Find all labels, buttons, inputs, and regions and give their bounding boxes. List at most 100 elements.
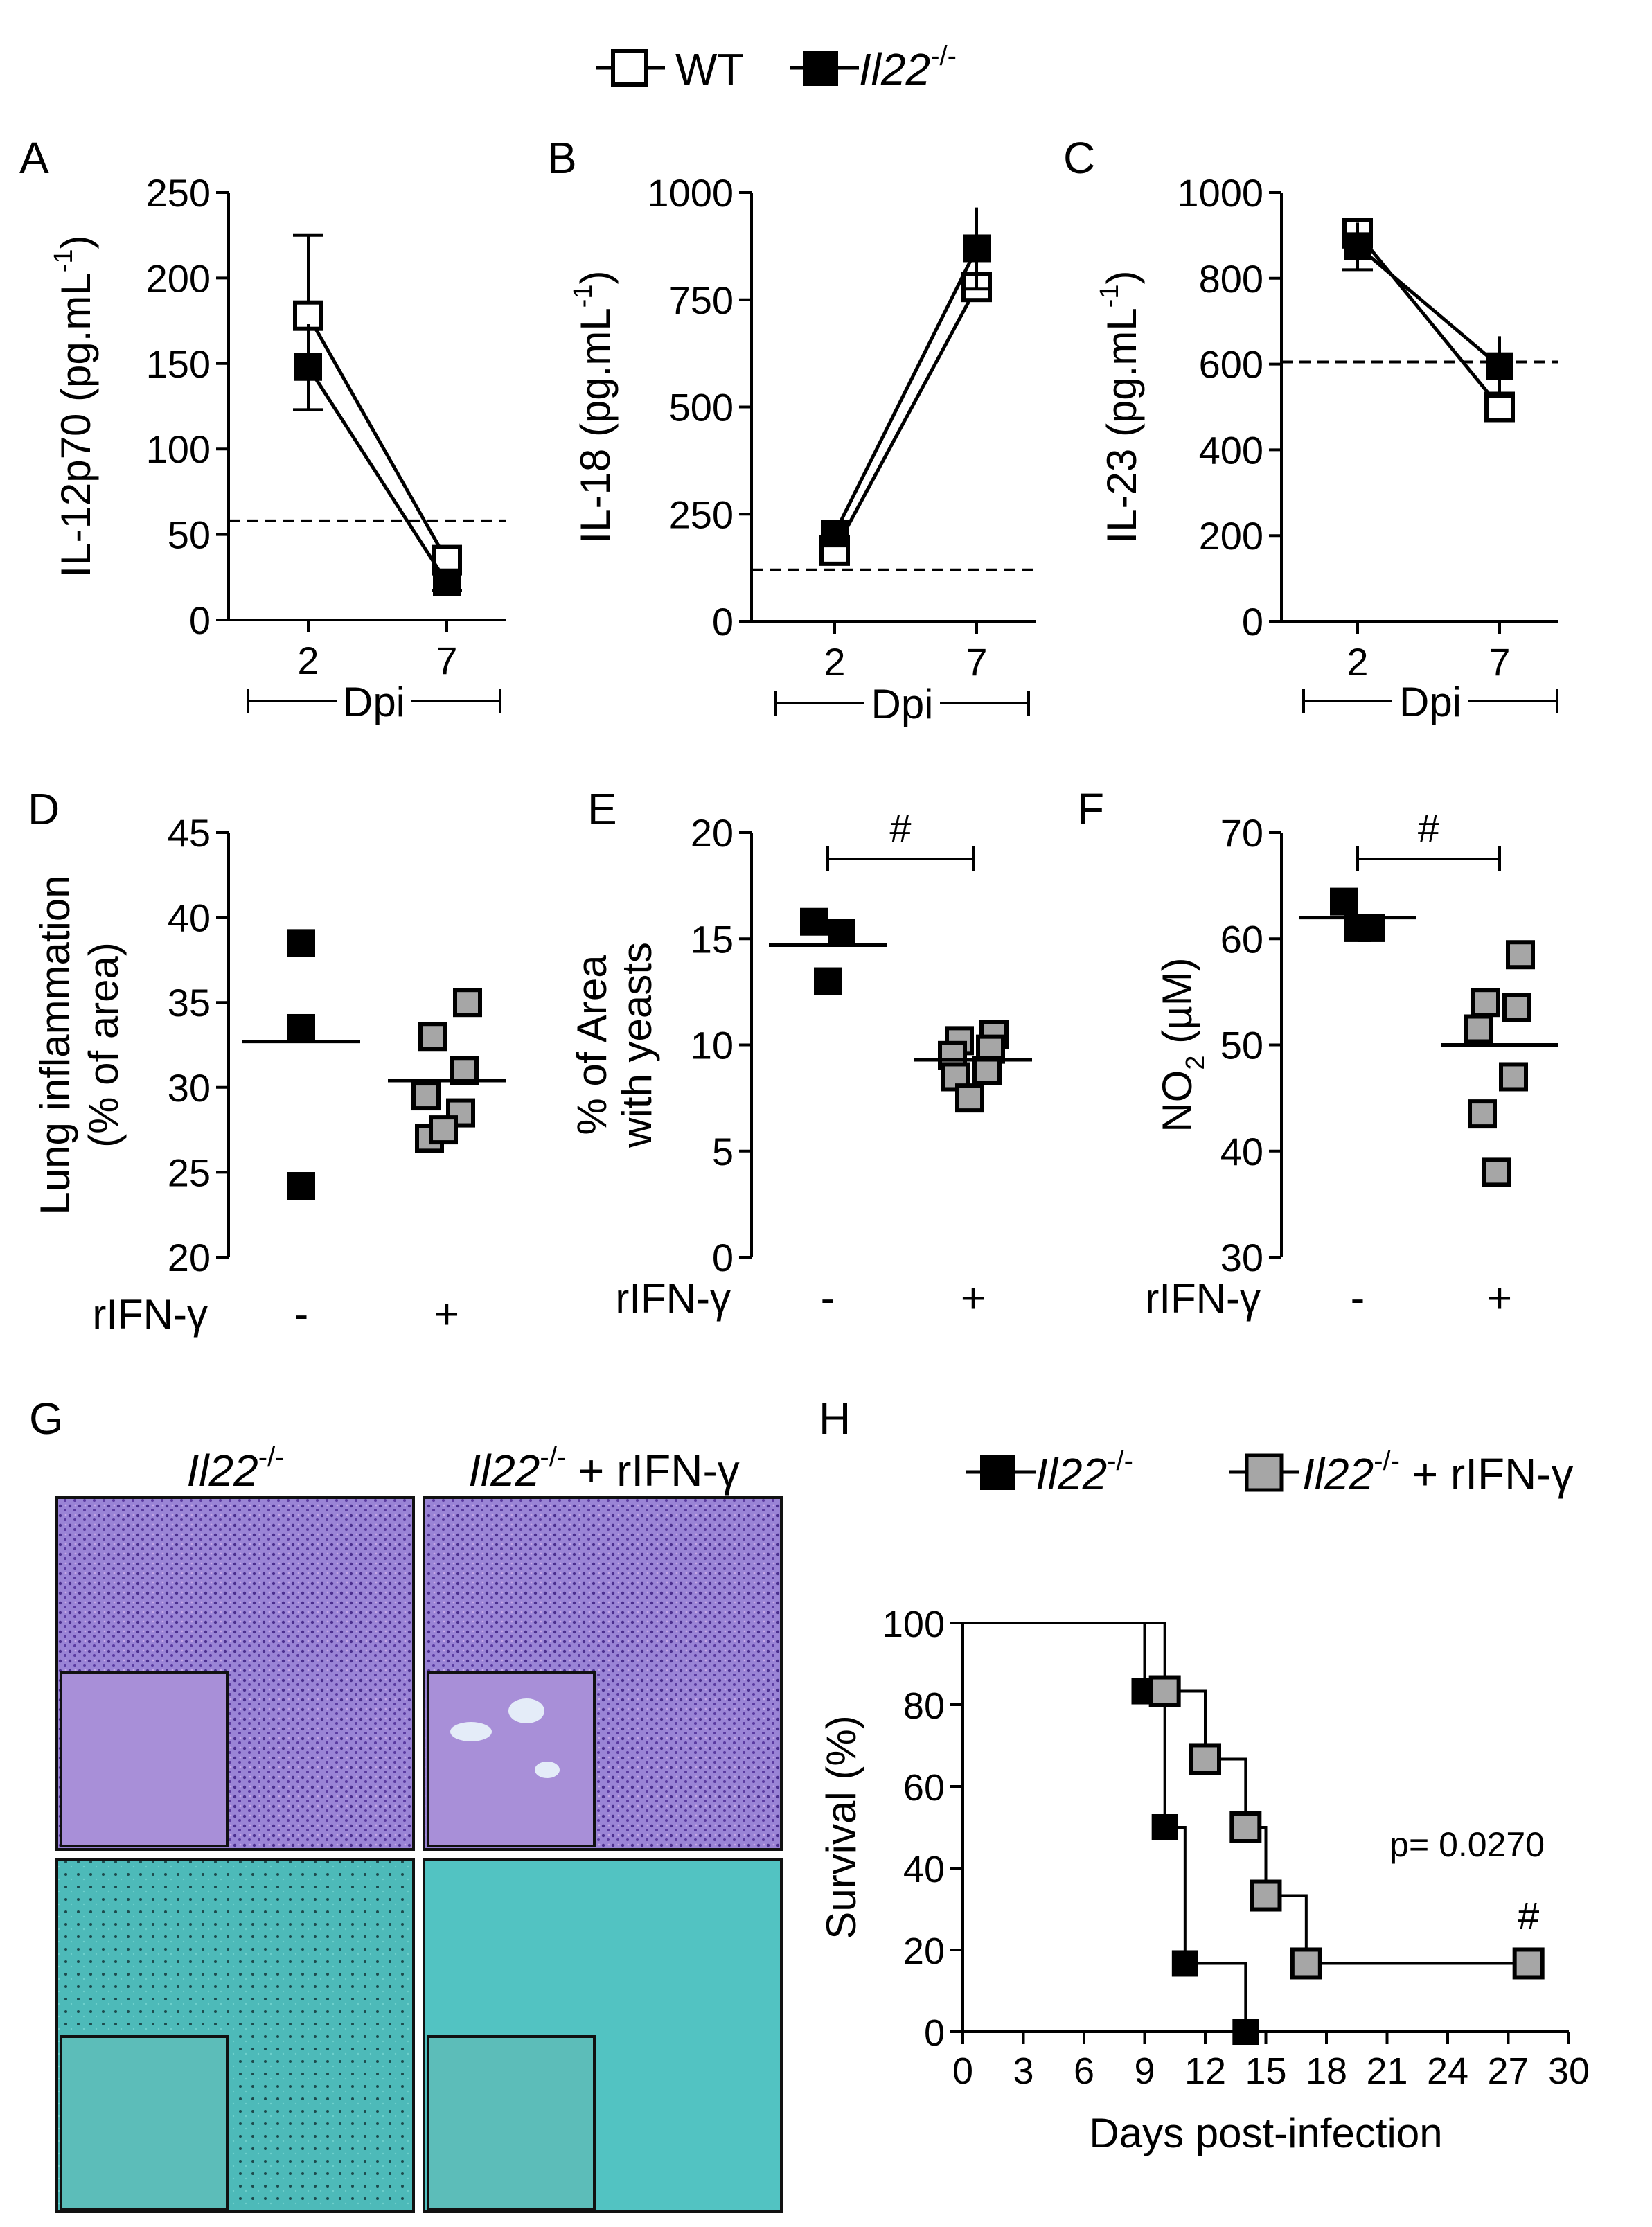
panel-a-xlabel: Dpi xyxy=(343,679,405,725)
panel-h-xtick-label-5: 15 xyxy=(1245,2050,1286,2092)
panel-h-ytick-label-1: 20 xyxy=(903,1931,945,1972)
legend-h-treated-marker xyxy=(1245,1453,1284,1492)
panel-a-ytick-label-5: 250 xyxy=(146,171,211,215)
panel-b-ytick-label-3: 750 xyxy=(669,278,734,322)
panel-f-ylabel: NO2 (µM) xyxy=(1154,957,1210,1132)
panel-h-ko-marker-2 xyxy=(1171,1950,1198,1977)
panel-h-treated-marker-3 xyxy=(1250,1879,1282,1912)
panel-a-letter: A xyxy=(19,133,49,183)
panel-d-ytick-label-0: 20 xyxy=(168,1236,211,1279)
panel-a-wt-line xyxy=(306,314,449,561)
he-stain-inset-treated xyxy=(427,1671,596,1847)
panel-e-ytick-label-3: 15 xyxy=(691,917,734,961)
panel-b-ytick-label-4: 1000 xyxy=(647,171,734,215)
panel-e-ylabel-line-1: with yeasts xyxy=(614,942,660,1148)
panel-d-group-plus-point-0 xyxy=(453,988,482,1018)
panel-c-ko-point-1 xyxy=(1486,352,1513,380)
panel-d-category-1: + xyxy=(434,1290,459,1338)
panel-e-ylabel-line-0: % of Area xyxy=(569,955,615,1135)
panel-f-category-0: - xyxy=(1351,1275,1365,1322)
panel-h-xtick-label-4: 12 xyxy=(1184,2050,1226,2092)
panel-h-treated-marker-1 xyxy=(1189,1743,1221,1775)
panel-h-ytick-label-2: 40 xyxy=(903,1849,945,1890)
panel-e-category-0: - xyxy=(821,1275,835,1322)
panel-e-group-plus-point-6 xyxy=(955,1083,984,1113)
panel-c-xtick-label-1: 7 xyxy=(1489,640,1510,684)
panel-d-group-plus-point-3 xyxy=(411,1081,441,1111)
panel-f-ytick-label-2: 50 xyxy=(1220,1024,1263,1067)
legend-wt-marker xyxy=(611,49,648,87)
panel-h-xtick-label-7: 21 xyxy=(1366,2050,1407,2092)
panel-h-ko-marker-3 xyxy=(1232,2019,1259,2045)
legend-h-ko-marker xyxy=(980,1455,1015,1490)
panel-d-group-minus-point-2 xyxy=(287,1172,315,1200)
he-airway-3 xyxy=(535,1762,560,1778)
panel-c-ylabel: IL-23 (pg.mL-1) xyxy=(1095,271,1145,544)
panel-d: D 20 25 30 35 40 45 Lung inflammation (% of area… xyxy=(28,784,506,1338)
he-airway-1 xyxy=(508,1698,544,1723)
panel-a-ytick-label-3: 150 xyxy=(146,342,211,386)
panel-h-treated-marker-2 xyxy=(1229,1811,1262,1843)
panel-h-xtick-label-3: 9 xyxy=(1134,2050,1155,2092)
top-legend: WT Il22-/- xyxy=(596,41,957,94)
panel-d-ytick-label-5: 45 xyxy=(168,811,211,855)
panel-h-treated-curve xyxy=(963,1622,1529,1965)
panel-e-group-plus-point-4 xyxy=(972,1056,1002,1085)
panel-h-treated-marker-4 xyxy=(1290,1947,1322,1980)
panel-h-ytick-label-4: 80 xyxy=(903,1685,945,1727)
panel-h-ytick-label-3: 60 xyxy=(903,1767,945,1809)
panel-b-xtick-label-0: 2 xyxy=(824,640,845,684)
panel-c-ytick-label-2: 400 xyxy=(1199,428,1263,472)
panel-f: F 30 40 50 60 70 NO2 (µM) rIFN-γ - + # xyxy=(1077,784,1558,1322)
panel-d-ytick-label-1: 25 xyxy=(168,1151,211,1194)
panel-b-ko-point-0 xyxy=(821,520,849,548)
panel-e-ytick-label-4: 20 xyxy=(691,811,734,855)
panel-c-ko-point-0 xyxy=(1344,232,1371,260)
panel-e-ytick-label-0: 0 xyxy=(712,1236,734,1279)
panel-e-xlabel: rIFN-γ xyxy=(615,1275,731,1322)
panel-e-group-minus-point-1 xyxy=(828,919,855,947)
panel-f-group-plus-point-1 xyxy=(1471,988,1500,1018)
panel-h-xtick-label-0: 0 xyxy=(952,2050,973,2092)
panel-g: G Il22-/- Il22-/- + rIFN-γ xyxy=(29,1394,783,2213)
panel-d-xlabel: rIFN-γ xyxy=(92,1291,208,1338)
panel-c-xtick-label-0: 2 xyxy=(1347,640,1368,684)
panel-e-ytick-label-2: 10 xyxy=(691,1024,734,1067)
panel-h-ytick-label-5: 100 xyxy=(882,1604,945,1645)
panel-h: H Il22-/- Il22-/- + rIFN-γ 0 20 40 60 80 100 0… xyxy=(818,1394,1590,2156)
panel-f-group-plus-point-3 xyxy=(1464,1014,1493,1044)
panel-f-group-plus-point-0 xyxy=(1506,940,1535,970)
panel-c-ytick-label-0: 0 xyxy=(1242,600,1263,644)
panel-d-ytick-label-3: 35 xyxy=(168,981,211,1024)
panel-h-xtick-label-8: 24 xyxy=(1427,2050,1468,2092)
panel-b-ylabel: IL-18 (pg.mL-1) xyxy=(569,271,619,544)
panel-d-ytick-label-2: 30 xyxy=(168,1066,211,1110)
panel-d-category-0: - xyxy=(294,1290,309,1338)
panel-f-significance: # xyxy=(1418,806,1439,850)
panel-c-ytick-label-3: 600 xyxy=(1199,343,1263,387)
panel-c-wt-line xyxy=(1356,232,1501,409)
panel-a-ytick-label-1: 50 xyxy=(168,513,211,557)
panel-b-ytick-label-2: 500 xyxy=(669,386,734,429)
panel-e-category-1: + xyxy=(961,1275,986,1322)
he-stain-inset-ko xyxy=(60,1671,229,1847)
panel-b-ytick-label-1: 250 xyxy=(669,493,734,536)
panel-b-wt-line xyxy=(833,285,979,552)
he-airway-2 xyxy=(450,1722,492,1741)
legend-h-ko-label: Il22-/- xyxy=(1036,1446,1133,1499)
panel-h-significance: # xyxy=(1518,1894,1539,1937)
panel-f-group-minus-point-0 xyxy=(1330,887,1358,916)
panel-f-group-plus-point-4 xyxy=(1499,1062,1528,1092)
panel-h-xlabel: Days post-infection xyxy=(1089,2110,1442,2156)
panel-b-xtick-label-1: 7 xyxy=(966,640,987,684)
panel-c-wt-point-1 xyxy=(1484,391,1515,423)
panel-h-legend: Il22-/- Il22-/- + rIFN-γ xyxy=(966,1446,1574,1499)
panel-a: A 0 50 100 150 200 250 2 7 Dpi IL-12p70 (pg.mL-1) xyxy=(19,133,506,725)
panel-g-letter: G xyxy=(29,1394,64,1444)
panel-a-ko-line xyxy=(306,366,449,584)
panel-c: C 0 200 400 600 800 1000 2 7 Dpi IL-23 (pg.mL-1) xyxy=(1063,133,1558,725)
panel-h-xtick-label-1: 3 xyxy=(1013,2050,1033,2092)
panel-d-letter: D xyxy=(28,784,60,834)
panel-d-ytick-label-4: 40 xyxy=(168,896,211,940)
